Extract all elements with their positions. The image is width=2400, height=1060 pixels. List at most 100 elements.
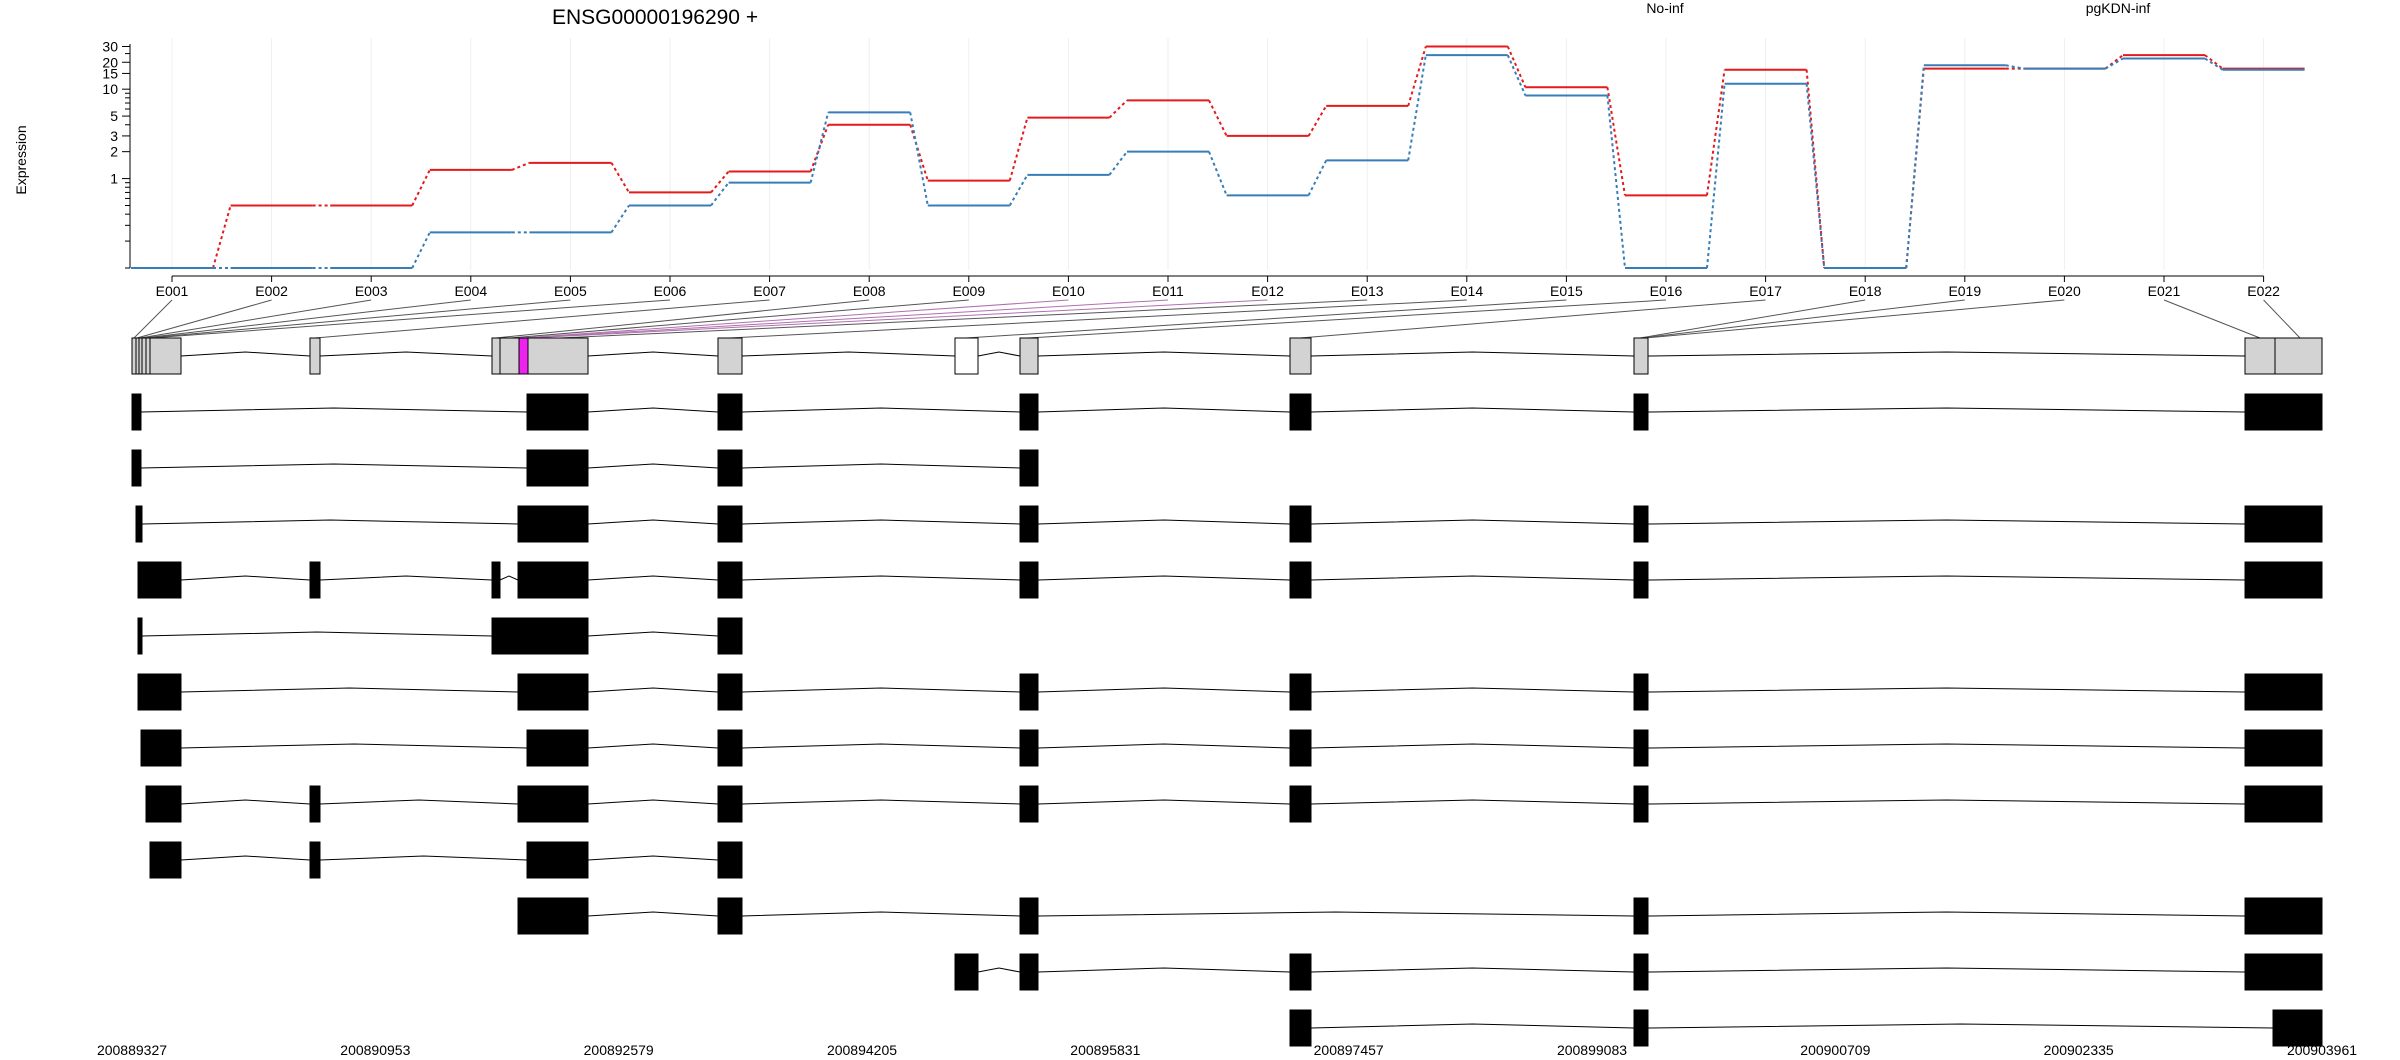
exon-block bbox=[717, 673, 743, 711]
intron-line bbox=[1310, 351, 1635, 357]
highlighted-exon bbox=[518, 337, 529, 375]
exon-label: E016 bbox=[1650, 283, 1683, 299]
transition-segment bbox=[1905, 65, 1925, 269]
transition-segment bbox=[1805, 83, 1826, 269]
intron-line bbox=[1037, 407, 1291, 413]
transition-segment bbox=[710, 170, 730, 194]
exon-block bbox=[2272, 1009, 2323, 1047]
intron-line bbox=[141, 631, 493, 637]
transcript-6 bbox=[137, 673, 2323, 711]
transition-segment bbox=[1108, 99, 1128, 119]
intron-line bbox=[180, 799, 311, 805]
transition-segment bbox=[1506, 54, 1527, 96]
transition-segment bbox=[411, 169, 431, 206]
transition-segment bbox=[909, 112, 929, 206]
exon-label: E003 bbox=[355, 283, 388, 299]
intron-line bbox=[1647, 351, 2246, 357]
exon-block bbox=[1633, 729, 1649, 767]
intron-line bbox=[1037, 519, 1291, 525]
transition-segment bbox=[2005, 64, 2024, 70]
intron-line bbox=[319, 351, 493, 357]
intron-line bbox=[1310, 967, 1635, 973]
exon-block bbox=[717, 449, 743, 487]
exon-label: E009 bbox=[952, 283, 985, 299]
exon-block bbox=[1019, 897, 1039, 935]
exon-block bbox=[1019, 673, 1039, 711]
genomic-coordinate-label: 200903961 bbox=[2287, 1042, 2357, 1058]
exon-block bbox=[491, 561, 501, 599]
exon-label: E015 bbox=[1550, 283, 1583, 299]
exon-block bbox=[517, 505, 589, 543]
exon-block bbox=[1633, 897, 1649, 935]
y-tick-label: 2 bbox=[110, 144, 118, 160]
intron-line bbox=[1037, 743, 1291, 749]
intron-line bbox=[1037, 687, 1291, 693]
intron-line bbox=[1037, 911, 1635, 917]
exon-block bbox=[1019, 729, 1039, 767]
exon-block bbox=[2244, 393, 2323, 431]
vertical-gridlines bbox=[171, 38, 2265, 270]
transition-segment bbox=[1208, 99, 1228, 137]
intron-line bbox=[1647, 519, 2246, 525]
exon-connector bbox=[142, 299, 471, 339]
exon-label: E008 bbox=[853, 283, 886, 299]
intron-line bbox=[1647, 967, 2246, 973]
intron-line bbox=[1037, 967, 1291, 973]
intron-line bbox=[1037, 351, 1291, 357]
intron-line bbox=[741, 799, 1021, 805]
exon-block bbox=[131, 393, 142, 431]
genomic-coordinate-axis: 200889327 200890953 200892579 200894205 2008… bbox=[97, 1042, 2357, 1058]
exon-block bbox=[1019, 449, 1039, 487]
transcript-tracks bbox=[131, 393, 2323, 1047]
exon-block bbox=[1289, 393, 1312, 431]
exon-label: E011 bbox=[1152, 283, 1184, 299]
transition-segment bbox=[511, 161, 530, 171]
legend-entry-pgkdn-inf: pgKDN-inf bbox=[2086, 0, 2151, 16]
exon-block bbox=[2244, 561, 2323, 599]
intron-line bbox=[977, 351, 1021, 357]
exon-block bbox=[954, 953, 979, 991]
intron-line bbox=[587, 519, 719, 525]
transition-segment bbox=[1008, 117, 1029, 181]
series-0 bbox=[131, 45, 2305, 269]
genomic-coordinate-label: 200892579 bbox=[584, 1042, 654, 1058]
exon-connector bbox=[149, 299, 671, 339]
intron-line bbox=[741, 687, 1021, 693]
intron-line bbox=[587, 911, 719, 917]
intron-line bbox=[1310, 799, 1635, 805]
exon-label: E004 bbox=[454, 283, 487, 299]
transcript-3 bbox=[135, 505, 2323, 543]
exon-label: E005 bbox=[554, 283, 587, 299]
exon-block bbox=[1633, 505, 1649, 543]
intron-line bbox=[1310, 519, 1635, 525]
exon-block bbox=[526, 729, 589, 767]
exon-connector bbox=[527, 299, 1268, 339]
genomic-coordinate-label: 200897457 bbox=[1314, 1042, 1384, 1058]
exon-block bbox=[1019, 785, 1039, 823]
exon-block bbox=[517, 785, 589, 823]
intron-line bbox=[1310, 1023, 1635, 1029]
exon-block bbox=[1019, 953, 1039, 991]
exon-block bbox=[1289, 1009, 1312, 1047]
transition-segment bbox=[2104, 57, 2124, 70]
exon-connector bbox=[559, 299, 1368, 339]
exon-block bbox=[1289, 729, 1312, 767]
exon-block bbox=[1019, 393, 1039, 431]
exon-connector bbox=[509, 299, 969, 339]
transition-segment bbox=[1108, 151, 1128, 176]
exon-block bbox=[517, 561, 589, 599]
intron-line bbox=[587, 407, 719, 413]
exon-block bbox=[309, 561, 321, 599]
transition-segment bbox=[1407, 55, 1427, 161]
exon-block bbox=[717, 729, 743, 767]
exon-label: E018 bbox=[1849, 283, 1882, 299]
transition-segment bbox=[411, 231, 431, 269]
exon-block bbox=[309, 841, 321, 879]
exon-block bbox=[1633, 393, 1649, 431]
exon-block bbox=[491, 617, 589, 655]
intron-line bbox=[587, 463, 719, 469]
intron-line bbox=[180, 687, 519, 693]
series-1 bbox=[131, 54, 2305, 269]
exon-block bbox=[2244, 953, 2323, 991]
intron-line bbox=[140, 407, 528, 413]
